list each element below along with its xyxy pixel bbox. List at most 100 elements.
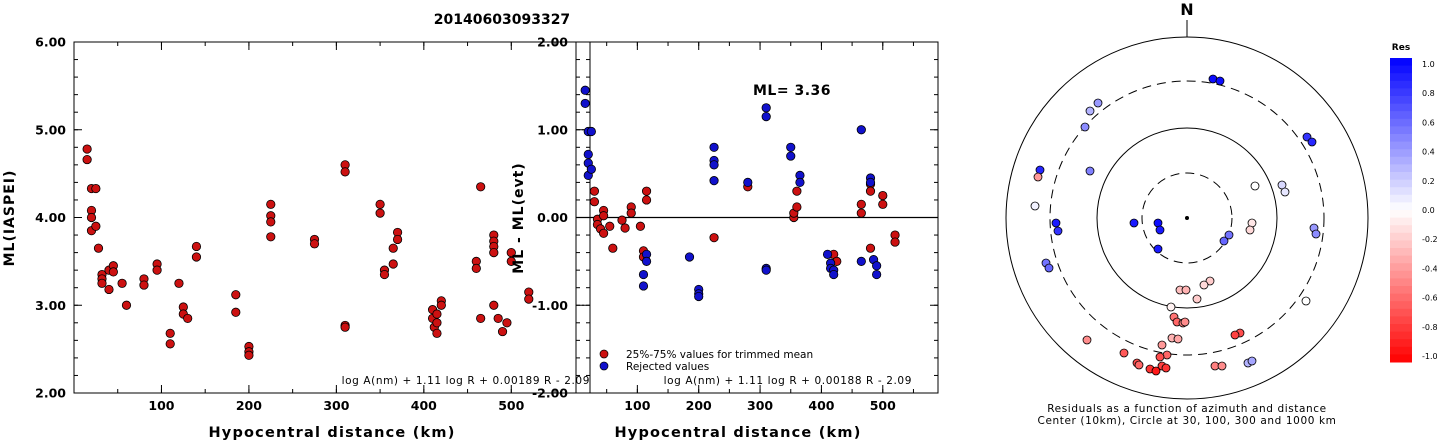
mid-xtick-label: 200 [686,398,712,413]
station-residual-point [1311,229,1321,239]
rejected-data-point [583,149,593,159]
polar-caption-line2: Center (10km), Circle at 30, 100, 300 an… [1038,415,1337,427]
left-data-point [183,313,193,324]
trimmed-data-point [617,215,627,225]
colorbar-cell [1390,225,1412,234]
north-label: N [1180,0,1193,19]
trimmed-data-point [641,195,652,205]
rejected-data-point [822,249,833,259]
colorbar-cell [1390,194,1412,203]
circle-100km [1096,127,1278,309]
left-ytick-label: 5.00 [35,122,66,137]
left-data-point [309,239,320,249]
left-xtick-label: 300 [323,398,349,413]
left-chart-ticks: 2.00 3.00 4.00 5.00 6.00 100 200 300 400 500 [35,35,590,413]
colorbar-cell [1390,240,1412,249]
left-data-point [266,232,276,242]
station-residual-point [1301,296,1311,306]
trimmed-data-point [709,233,719,243]
left-data-point [191,241,202,252]
trimmed-data-point [890,237,900,247]
rejected-data-point [856,125,866,135]
circle-300km [1049,80,1325,356]
left-data-point [476,313,486,324]
left-xtick-label: 500 [498,398,524,413]
circle-1000km [1005,36,1369,400]
middle-chart-ylabel: ML - ML(evt) [511,162,527,273]
trimmed-data-point [792,186,802,196]
left-data-point [165,328,175,338]
colorbar-cell [1390,308,1412,317]
colorbar-cell [1390,210,1412,219]
left-data-point [436,300,446,310]
trimmed-data-point [589,197,600,207]
mid-ytick-label: 2.00 [537,35,568,50]
rejected-data-point [586,126,596,137]
colorbar-cell [1390,270,1412,279]
mid-ytick-label: 1.00 [537,122,568,137]
left-data-point [91,183,101,194]
rejected-data-point [761,103,771,113]
left-data-point [82,144,92,154]
station-residual-point [1082,335,1092,345]
polar-station-points [1030,74,1321,376]
circle-30km [1141,172,1233,264]
rejected-data-point [795,177,805,187]
station-residual-point [1080,122,1090,132]
colorbar-cell [1390,286,1412,295]
colorbar-cell [1390,58,1412,67]
left-data-point [524,294,534,304]
left-data-point [379,269,390,280]
trimmed-data-point [856,199,866,209]
trimmed-data-point [856,208,866,218]
colorbar-cell [1390,316,1412,325]
station-residual-point [1161,363,1171,373]
station-residual-point [1033,172,1043,182]
middle-chart-ticks: -2.00 -1.00 0.00 1.00 2.00 100 200 300 400 500 [532,35,938,413]
rejected-data-point [709,176,719,186]
center-point [1185,216,1189,220]
trimmed-data-point [878,190,888,201]
station-residual-point [1307,137,1317,147]
trimmed-data-point [878,199,888,209]
station-residual-point [1155,225,1165,235]
left-data-point [392,234,403,245]
rejected-data-point [694,291,704,302]
colorbar-cell [1390,164,1412,173]
station-residual-point [1053,226,1063,236]
trimmed-data-point [635,221,646,231]
left-ytick-label: 3.00 [35,298,66,313]
middle-chart-points [580,85,900,302]
rejected-data-point [761,111,771,122]
rejected-data-point [786,151,796,161]
station-residual-point [1219,236,1229,246]
station-residual-point [1051,218,1061,228]
station-residual-point [1181,285,1191,295]
left-xtick-label: 100 [148,398,174,413]
left-data-point [497,326,508,337]
trimmed-data-point [605,221,615,231]
left-chart-xlabel: Hypocentral distance (km) [208,425,455,441]
colorbar-cell [1390,255,1412,264]
left-data-point [432,309,442,319]
left-data-point [489,300,499,310]
trimmed-data-point [589,186,600,196]
polar-caption-line1: Residuals as a function of azimuth and d… [1047,403,1327,415]
middle-chart-formula: log A(nm) + 1.11 log R + 0.00188 R - 2.0… [664,375,912,387]
left-data-point [266,199,276,209]
left-ytick-label: 4.00 [35,210,66,225]
station-residual-point [1224,230,1234,240]
left-data-point [244,350,254,360]
colorbar-cell [1390,73,1412,82]
left-data-point [165,339,175,349]
colorbar-cell [1390,202,1412,211]
left-xtick-label: 200 [236,398,262,413]
station-residual-point [1215,76,1225,86]
left-data-point [108,267,118,277]
left-data-point [476,182,486,192]
middle-chart-xlabel: Hypocentral distance (km) [614,425,861,441]
left-data-point [97,278,107,288]
colorbar-cell [1390,346,1412,355]
colorbar-cell [1390,172,1412,181]
left-data-point [174,278,184,288]
